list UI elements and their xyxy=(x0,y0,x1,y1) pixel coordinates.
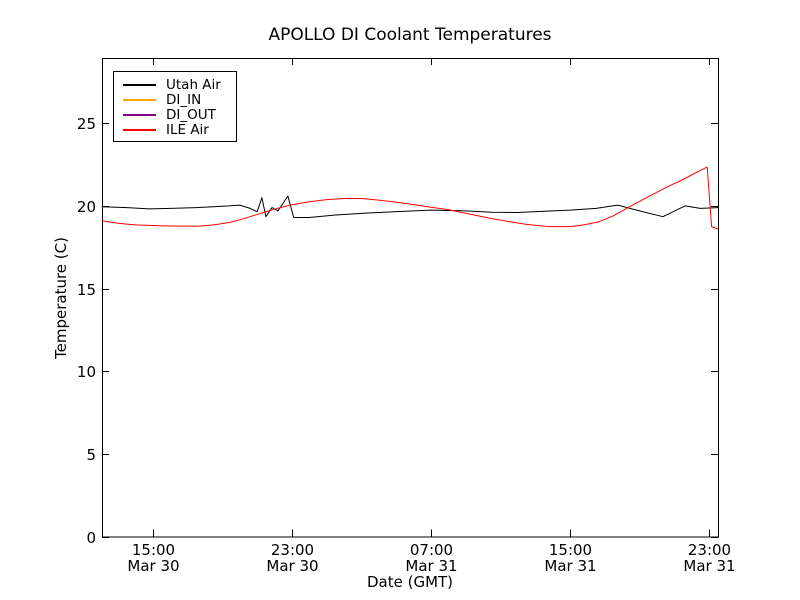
legend-label-di-out: DI_OUT xyxy=(166,106,216,123)
x-tick-label: 15:00 Mar 31 xyxy=(526,542,616,574)
legend: Utah Air DI_IN DI_OUT ILE Air xyxy=(113,71,237,142)
legend-label-utah-air: Utah Air xyxy=(166,76,221,93)
x-tick-time: 23:00 xyxy=(270,541,315,559)
x-tick-date: Mar 30 xyxy=(127,557,180,575)
axes-frame xyxy=(102,58,719,538)
x-tick-date: Mar 31 xyxy=(544,557,597,575)
x-tick-date: Mar 31 xyxy=(405,557,458,575)
legend-item-di-in: DI_IN xyxy=(114,91,236,108)
legend-item-di-out: DI_OUT xyxy=(114,106,236,123)
x-tick-label: 23:00 Mar 31 xyxy=(665,542,755,574)
legend-line-sample-utah-air xyxy=(123,83,156,86)
chart-title: APOLLO DI Coolant Temperatures xyxy=(268,25,552,45)
x-tick-time: 23:00 xyxy=(687,541,732,559)
series-line-utah-air xyxy=(101,195,719,218)
y-tick-label: 10 xyxy=(76,362,96,381)
x-axis-label: Date (GMT) xyxy=(366,573,454,591)
legend-line-sample-ile-air xyxy=(123,128,156,131)
legend-label-ile-air: ILE Air xyxy=(166,121,209,138)
x-tick-label: 15:00 Mar 30 xyxy=(109,542,199,574)
x-tick-label: 23:00 Mar 30 xyxy=(248,542,338,574)
x-tick-time: 07:00 xyxy=(409,541,454,559)
legend-item-utah-air: Utah Air xyxy=(114,76,236,93)
x-tick-time: 15:00 xyxy=(548,541,593,559)
y-tick-label: 25 xyxy=(76,114,96,133)
y-tick-label: 15 xyxy=(76,280,96,299)
y-tick-label: 20 xyxy=(76,197,96,216)
legend-item-ile-air: ILE Air xyxy=(114,121,236,138)
x-tick-label: 07:00 Mar 31 xyxy=(387,542,477,574)
legend-line-sample-di-out xyxy=(123,113,156,116)
y-tick-label: 0 xyxy=(86,528,96,547)
x-tick-time: 15:00 xyxy=(131,541,176,559)
x-tick-date: Mar 30 xyxy=(266,557,319,575)
y-tick-label: 5 xyxy=(86,445,96,464)
legend-label-di-in: DI_IN xyxy=(166,91,202,108)
series-line-ile-air xyxy=(101,166,719,230)
legend-line-sample-di-in xyxy=(123,98,156,101)
x-tick-date: Mar 31 xyxy=(683,557,736,575)
